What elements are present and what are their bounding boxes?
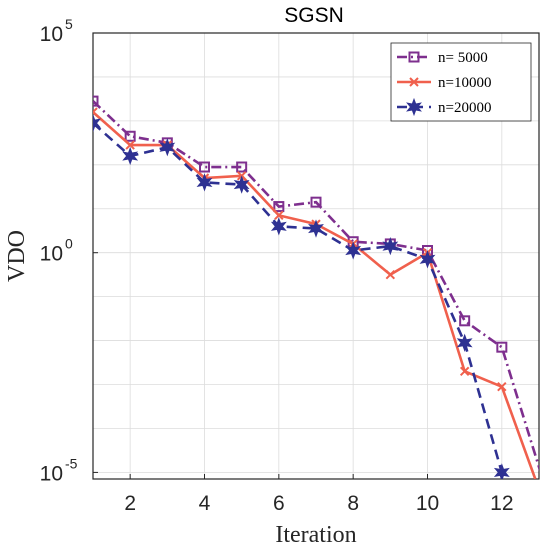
data-point — [270, 217, 287, 236]
data-point — [310, 196, 322, 208]
legend-marker — [408, 51, 420, 63]
marker-stroke — [125, 140, 135, 150]
data-point — [419, 250, 436, 269]
data-point — [199, 161, 210, 173]
x-tick-label: 4 — [199, 492, 211, 515]
legend-entry: n= 5000 — [397, 50, 488, 66]
marker-stroke — [93, 107, 98, 114]
data-point — [308, 219, 324, 238]
marker-stroke — [497, 382, 507, 392]
data-point — [196, 173, 213, 192]
y-tick-exponent: 0 — [65, 236, 73, 252]
legend-label: n= 5000 — [438, 50, 488, 66]
y-tick-label: 10 — [40, 462, 63, 485]
y-tick-label: 10 — [40, 23, 63, 46]
legend-label: n=20000 — [438, 100, 491, 116]
data-point — [122, 146, 139, 166]
legend-entry: n=10000 — [397, 75, 491, 91]
legend-label: n=10000 — [438, 75, 491, 91]
y-tick-exponent: 5 — [65, 16, 73, 32]
y-tick-label: 10 — [40, 243, 63, 266]
series-line — [93, 122, 504, 473]
series-line — [93, 100, 539, 472]
series-1 — [93, 95, 539, 472]
data-point — [93, 113, 101, 133]
data-point — [236, 161, 248, 173]
x-axis-label: Iteration — [275, 522, 356, 546]
marker-stroke — [274, 210, 284, 221]
data-point — [124, 130, 136, 142]
data-point — [345, 241, 362, 260]
data-point — [456, 333, 473, 352]
series-layer — [93, 95, 539, 479]
data-point — [493, 463, 510, 479]
data-point — [233, 175, 250, 194]
marker-stroke — [409, 77, 419, 87]
x-tick-label: 10 — [416, 492, 439, 515]
data-point — [497, 382, 507, 392]
data-point — [274, 210, 284, 221]
legend-marker — [409, 77, 419, 87]
data-point — [382, 236, 399, 256]
y-tick-exponent: -5 — [65, 455, 78, 471]
y-axis-label: VDO — [4, 230, 30, 282]
data-point — [459, 366, 470, 377]
series-2 — [93, 107, 537, 479]
data-point — [93, 95, 99, 107]
x-tick-label: 8 — [347, 492, 359, 515]
plot-area-frame — [92, 32, 540, 480]
series-line — [93, 111, 537, 479]
data-point — [385, 269, 396, 280]
legend: n= 5000 n=10000 n=20000 — [390, 42, 532, 122]
data-point — [273, 201, 285, 213]
data-point — [125, 140, 135, 150]
data-point — [459, 315, 471, 327]
marker-stroke — [93, 110, 98, 117]
data-point — [93, 107, 98, 117]
x-tick-label: 6 — [273, 492, 285, 515]
legend-entry: n=20000 — [397, 97, 491, 117]
x-tick-label: 2 — [124, 492, 136, 515]
series-3 — [93, 113, 510, 479]
marker-stroke — [459, 366, 470, 377]
data-point — [496, 341, 508, 353]
data-point — [159, 138, 176, 157]
x-tick-label: 12 — [490, 492, 513, 515]
legend-marker — [406, 97, 422, 117]
marker-stroke — [385, 269, 396, 280]
chart-title: SGSN — [284, 4, 344, 27]
